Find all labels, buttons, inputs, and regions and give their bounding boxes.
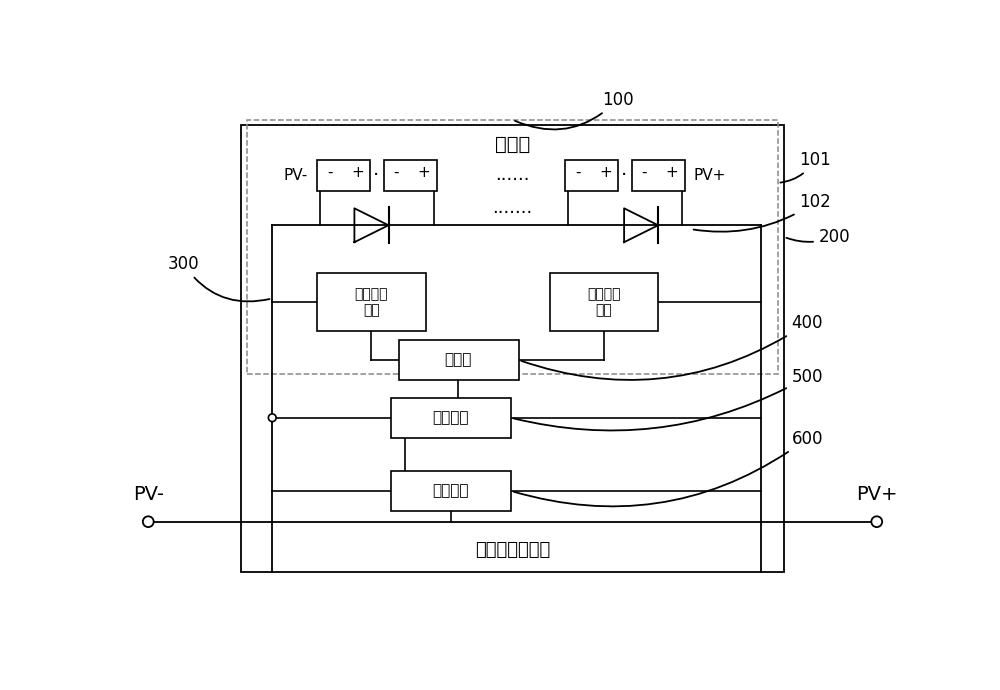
Text: .......: ....... [492,199,533,217]
Bar [632,160,685,190]
Text: +: + [599,165,612,179]
Text: 400: 400 [521,314,823,380]
Bar [317,160,370,190]
Text: PV+: PV+ [694,168,726,183]
Bar [391,397,511,437]
Bar [317,273,426,331]
Text: -: - [394,165,399,179]
Text: PV-: PV- [133,485,164,504]
Text: ·: · [621,166,627,185]
Text: 100: 100 [515,91,633,130]
Text: PV+: PV+ [856,485,898,504]
Text: +: + [666,165,679,179]
Bar [247,120,778,374]
Text: ......: ...... [495,166,530,184]
Text: 101: 101 [780,151,831,183]
Text: 电池板监控系统: 电池板监控系统 [475,541,550,559]
Bar [550,273,658,331]
Bar [399,340,519,380]
Bar [565,160,618,190]
Text: +: + [418,165,431,179]
Text: -: - [642,165,647,179]
Text: 控制器: 控制器 [445,353,472,368]
Text: 102: 102 [693,193,831,232]
Text: 电压采集
电路: 电压采集 电路 [587,287,621,317]
Text: -: - [575,165,580,179]
Text: 200: 200 [786,228,850,246]
Text: 接收电路: 接收电路 [432,484,469,498]
Text: PV-: PV- [284,168,308,183]
Bar [384,160,437,190]
Text: +: + [351,165,364,179]
Text: 电池板: 电池板 [495,135,530,154]
Text: 电压采集
电路: 电压采集 电路 [355,287,388,317]
Circle shape [871,516,882,527]
Circle shape [268,414,276,422]
Text: 600: 600 [514,430,823,506]
Text: 500: 500 [514,368,823,431]
Text: 发送电路: 发送电路 [432,411,469,425]
Text: -: - [327,165,332,179]
Circle shape [143,516,154,527]
Bar [241,125,784,572]
Bar [391,471,511,511]
Text: 300: 300 [168,255,270,302]
Text: ·: · [373,166,379,185]
